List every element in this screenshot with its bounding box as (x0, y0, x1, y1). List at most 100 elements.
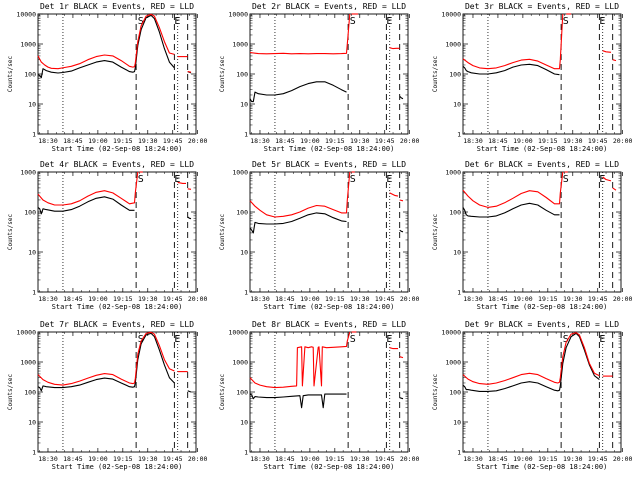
event-marker: S (563, 334, 569, 345)
x-tick-label: 20:00 (400, 455, 420, 463)
event-marker: E (174, 334, 180, 345)
chart-title: Det 3r BLACK = Events, RED = LLD (465, 2, 619, 11)
chart-title: Det 6r BLACK = Events, RED = LLD (465, 160, 619, 169)
x-tick-label: 19:00 (300, 455, 320, 463)
x-axis-label: Start Time (02-Sep-08 18:24:00) (52, 463, 183, 471)
x-tick-label: 19:15 (538, 295, 558, 303)
chart-title: Det 5r BLACK = Events, RED = LLD (252, 160, 406, 169)
lld-series-line (37, 331, 175, 386)
y-tick-label: 1000 (20, 41, 36, 49)
y-tick-label: 10000 (16, 329, 36, 337)
x-tick-label: 19:15 (325, 137, 345, 145)
x-tick-label: 18:30 (38, 137, 58, 145)
y-tick-label: 10 (28, 419, 36, 427)
chart-panel: Det 6r BLACK = Events, RED = LLD 1 10 100 10… (432, 160, 633, 311)
event-marker: E (174, 16, 180, 27)
lld-series-line (249, 13, 351, 55)
y-tick-label: 10000 (16, 11, 36, 19)
x-tick-label: 18:30 (250, 455, 270, 463)
x-tick-label: 19:45 (375, 455, 395, 463)
plot-frame (249, 13, 409, 135)
event-marker: E (386, 334, 392, 345)
y-tick-label: 10 (453, 101, 461, 109)
chart-panel: Det 4r BLACK = Events, RED = LLD 1 10 100 10… (7, 160, 208, 311)
y-tick-label: 100 (24, 71, 36, 79)
events-series-line (399, 95, 404, 100)
x-axis-label: Start Time (02-Sep-08 18:24:00) (477, 303, 608, 311)
x-tick-label: 19:00 (513, 137, 533, 145)
x-axis-label: Start Time (02-Sep-08 18:24:00) (264, 145, 395, 153)
events-series-line (37, 332, 175, 392)
y-tick-label: 1000 (445, 359, 461, 367)
y-tick-label: 1 (244, 131, 248, 139)
y-tick-label: 100 (24, 209, 36, 217)
y-tick-label: 1 (32, 131, 36, 139)
events-series-line (462, 332, 600, 392)
x-tick-label: 18:45 (488, 295, 508, 303)
x-tick-label: 19:15 (325, 455, 345, 463)
x-tick-label: 19:30 (138, 455, 158, 463)
chart-title: Det 1r BLACK = Events, RED = LLD (40, 2, 194, 11)
lld-series-line (187, 71, 192, 73)
event-marker: S (138, 334, 144, 345)
lld-series-line (462, 13, 564, 70)
y-axis-label: Counts/sec (432, 374, 439, 411)
x-tick-label: 19:30 (350, 295, 370, 303)
x-tick-label: 20:00 (188, 137, 208, 145)
x-tick-label: 19:00 (513, 455, 533, 463)
x-tick-label: 19:45 (588, 137, 608, 145)
x-axis-label: Start Time (02-Sep-08 18:24:00) (52, 303, 183, 311)
y-axis-label: Counts/sec (219, 56, 226, 93)
lld-series-line (399, 199, 404, 202)
event-marker: S (138, 16, 144, 27)
event-marker: E (386, 16, 392, 27)
x-tick-label: 19:30 (350, 455, 370, 463)
x-tick-label: 19:30 (138, 137, 158, 145)
event-marker: S (350, 174, 356, 185)
events-series-line (399, 229, 404, 233)
x-tick-label: 19:15 (113, 455, 133, 463)
x-tick-label: 19:30 (563, 295, 583, 303)
lld-series-line (249, 331, 351, 389)
y-axis-label: Counts/sec (219, 214, 226, 251)
y-tick-label: 100 (449, 209, 461, 217)
events-series-line (462, 202, 560, 218)
y-tick-label: 1000 (20, 359, 36, 367)
plot-frame (462, 331, 622, 453)
x-tick-label: 19:45 (163, 295, 183, 303)
x-axis-label: Start Time (02-Sep-08 18:24:00) (477, 145, 608, 153)
plot-frame (37, 171, 197, 293)
y-tick-label: 1 (244, 449, 248, 457)
x-tick-label: 19:00 (300, 295, 320, 303)
event-marker: S (138, 174, 144, 185)
x-axis-label: Start Time (02-Sep-08 18:24:00) (264, 303, 395, 311)
y-tick-label: 1 (457, 289, 461, 297)
x-tick-label: 19:00 (513, 295, 533, 303)
lld-series-line (602, 176, 612, 182)
event-marker: S (350, 334, 356, 345)
x-tick-label: 18:30 (463, 137, 483, 145)
event-marker: E (599, 16, 605, 27)
plot-frame (249, 171, 409, 293)
events-series-line (187, 216, 192, 220)
events-series-line (249, 81, 347, 103)
x-tick-label: 19:15 (538, 455, 558, 463)
y-tick-label: 10 (240, 249, 248, 257)
event-marker: S (563, 16, 569, 27)
x-tick-label: 18:30 (38, 455, 58, 463)
y-tick-label: 100 (236, 71, 248, 79)
y-axis-label: Counts/sec (7, 56, 14, 93)
events-series-line (399, 397, 404, 400)
event-marker: S (563, 174, 569, 185)
x-tick-label: 20:00 (188, 455, 208, 463)
x-tick-label: 19:15 (113, 137, 133, 145)
x-tick-label: 20:00 (188, 295, 208, 303)
x-tick-label: 19:00 (88, 295, 108, 303)
x-tick-label: 19:00 (88, 137, 108, 145)
event-marker: E (599, 334, 605, 345)
lld-series-line (187, 188, 192, 190)
lld-series-line (37, 13, 175, 70)
x-tick-label: 20:00 (400, 295, 420, 303)
events-series-line (249, 393, 347, 409)
events-series-line (37, 14, 175, 79)
